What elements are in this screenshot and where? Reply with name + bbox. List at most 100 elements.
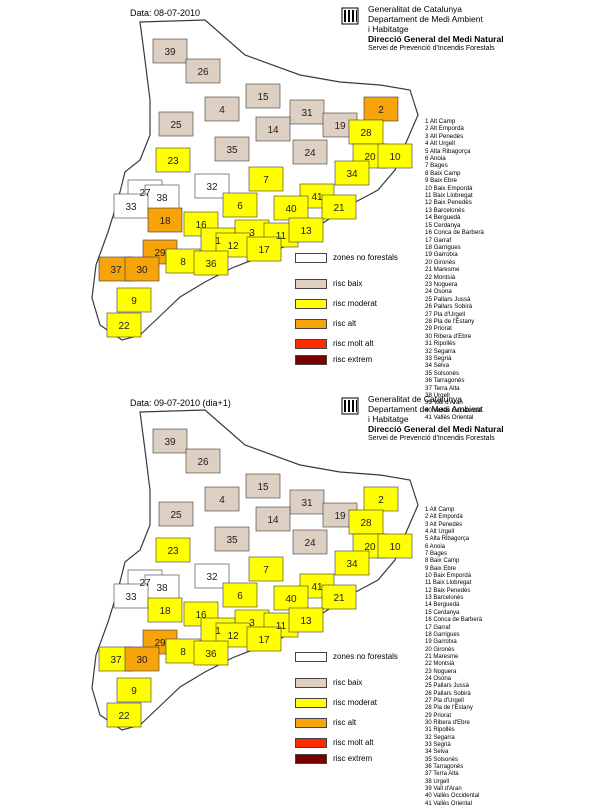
comarca-region-22 — [106, 702, 142, 728]
directorate-name: Direcció General del Medi Natural — [368, 34, 504, 44]
comarca-list-item: 9 Baix Ebre — [425, 565, 457, 572]
comarca-number-label: 24 — [304, 148, 316, 159]
comarca-list-item: 33 Segrià — [425, 742, 451, 748]
comarca-number-label: 16 — [195, 220, 207, 231]
comarca-number-label: 36 — [205, 259, 217, 270]
comarca-number-label: 6 — [237, 591, 243, 602]
comarca-list-item: 4 Alt Urgell — [425, 140, 455, 148]
comarca-number-label: 12 — [227, 631, 239, 642]
comarca-number-label: 18 — [159, 216, 171, 227]
comarca-number-label: 11 — [276, 621, 287, 632]
org-line: i Habitatge — [368, 24, 409, 34]
comarca-list-item: 24 Osona — [425, 288, 452, 296]
legend-label: risc alt — [333, 718, 357, 727]
comarca-list-item: 30 Ribera d'Ebre — [425, 332, 472, 340]
comarca-list-item: 25 Pallars Jussà — [425, 295, 471, 303]
comarca-number-label: 31 — [301, 498, 313, 509]
comarca-number-label: 8 — [180, 257, 186, 268]
comarca-list-item: 5 Alta Ribagorça — [425, 147, 471, 155]
comarca-region-4 — [204, 96, 240, 122]
map-date: Data: 08-07-2010 — [130, 8, 201, 18]
comarca-number-label: 7 — [263, 175, 269, 186]
legend-item-alt: risc alt — [295, 718, 415, 730]
comarca-number-label: 14 — [267, 515, 279, 526]
comarca-list-item: 5 Alta Ribagorça — [425, 536, 470, 543]
comarca-number-label: 11 — [276, 231, 287, 242]
comarca-number-label: 21 — [333, 203, 345, 214]
comarca-list-item: 26 Pallars Sobirà — [425, 303, 473, 311]
comarca-region-38 — [144, 184, 180, 210]
comarca-list-item: 3 Alt Penedès — [425, 132, 464, 140]
comarca-list-item: 11 Baix Llobregat — [425, 580, 472, 587]
comarca-number-label: 35 — [226, 145, 238, 156]
comarca-number-label: 19 — [334, 511, 346, 522]
comarca-number-label: 40 — [285, 594, 297, 605]
comarca-region-25 — [158, 111, 194, 137]
legend-item-no_forest: zones no forestals — [295, 652, 415, 664]
comarca-region-30 — [124, 256, 160, 282]
comarca-list-item: 6 Anoia — [425, 543, 446, 550]
comarca-region-23 — [155, 147, 191, 173]
org-line: Departament de Medi Ambient — [368, 404, 483, 414]
legend-item-extrem: risc extrem — [295, 754, 415, 766]
generalitat-seal-icon — [341, 7, 359, 25]
comarca-region-35 — [214, 136, 250, 162]
comarca-list-item: 2 Alt Empordà — [425, 125, 464, 133]
comarca-number-label: 10 — [389, 152, 401, 163]
comarca-list-item: 38 Urgell — [425, 392, 450, 400]
comarca-list-item: 17 Garraf — [425, 624, 451, 631]
comarca-list-item: 35 Solsonès — [425, 756, 459, 763]
comarca-number-label: 17 — [258, 635, 270, 646]
comarca-region-26 — [185, 58, 221, 84]
comarca-list-item: 23 Noguera — [425, 280, 458, 288]
legend-label: risc molt alt — [333, 339, 374, 348]
directorate-name: Direcció General del Medi Natural — [368, 424, 504, 434]
comarca-number-label: 38 — [156, 583, 168, 594]
comarca-number-label: 1 — [215, 236, 221, 247]
comarca-number-label: 25 — [170, 510, 182, 521]
comarca-list-item: 13 Barcelonès — [425, 206, 465, 214]
comarca-number-label: 2 — [378, 105, 384, 116]
comarca-list-item: 1 Alt Camp — [425, 507, 455, 513]
legend-label: zones no forestals — [333, 253, 398, 262]
comarca-list-item: 31 Ripollès — [425, 340, 456, 348]
comarca-list-item: 9 Baix Ebre — [425, 177, 457, 185]
comarca-region-2 — [363, 96, 399, 122]
comarca-list-item: 18 Garrigues — [425, 631, 460, 638]
comarca-number-label: 22 — [118, 321, 130, 332]
map-date: Data: 09-07-2010 (dia+1) — [130, 398, 231, 408]
comarca-list-item: 30 Ribera d'Ebre — [425, 719, 470, 726]
comarca-list-item: 40 Vallès Occidental — [425, 793, 480, 800]
comarca-number-label: 30 — [136, 265, 148, 276]
comarca-list-item: 36 Tarragonès — [425, 764, 464, 771]
comarca-list-item: 34 Selva — [425, 362, 450, 370]
comarca-list-item: 7 Bages — [425, 162, 448, 170]
comarca-region-39 — [152, 428, 188, 454]
legend-swatch — [295, 652, 327, 662]
comarca-list-item: 32 Segarra — [425, 734, 455, 741]
comarca-region-21 — [321, 584, 357, 610]
legend-swatch — [295, 718, 327, 728]
comarca-list-item: 23 Noguera — [425, 668, 457, 675]
comarca-region-6 — [222, 192, 258, 218]
risk-map-panel-today: Data: 08-07-2010 Generalitat de Cataluny… — [0, 0, 600, 421]
comarca-number-label: 15 — [257, 92, 269, 103]
legend-item-molt_alt: risc molt alt — [295, 339, 415, 351]
comarca-region-38 — [144, 574, 180, 600]
service-name: Servei de Prevenció d'Incendis Forestals — [368, 435, 495, 442]
comarca-number-label: 9 — [131, 296, 137, 307]
comarca-list-item: 41 Vallès Oriental — [425, 800, 472, 807]
comarca-region-26 — [185, 448, 221, 474]
comarca-number-label: 32 — [206, 572, 218, 583]
comarca-list-item: 2 Alt Empordà — [425, 514, 463, 521]
comarca-region-15 — [245, 473, 281, 499]
comarca-region-4 — [204, 486, 240, 512]
legend-label: risc molt alt — [333, 738, 374, 747]
comarca-number-label: 31 — [301, 108, 313, 119]
comarca-number-label: 16 — [195, 610, 207, 621]
comarca-number-label: 34 — [346, 559, 358, 570]
comarca-region-6 — [222, 582, 258, 608]
comarca-region-39 — [152, 38, 188, 64]
comarca-list-item: 14 Berguedà — [425, 214, 461, 222]
